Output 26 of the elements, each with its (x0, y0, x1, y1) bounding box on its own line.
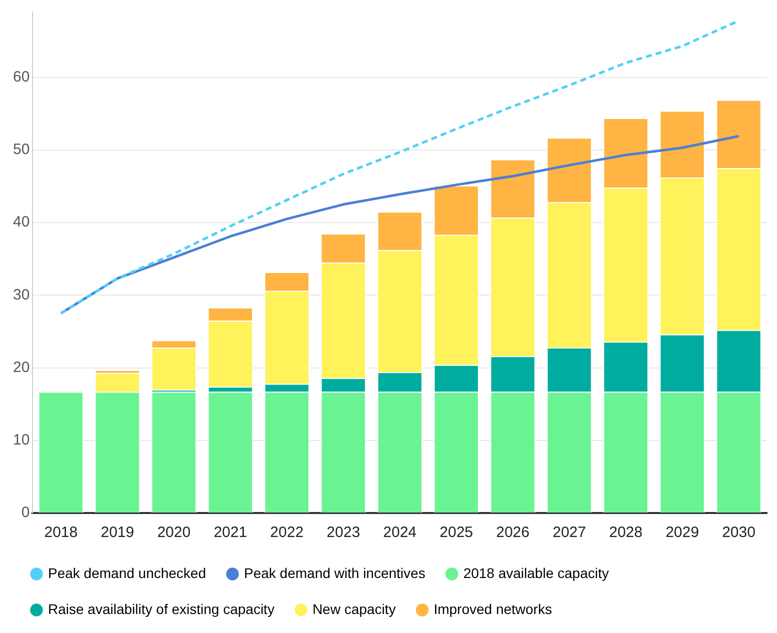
x-tick-label: 2024 (383, 524, 417, 542)
legend-label: New capacity (312, 600, 396, 617)
y-tick-label: 30 (12, 286, 30, 304)
y-tick-label: 40 (12, 214, 30, 231)
x-tick-label: 2018 (44, 524, 78, 542)
legend-label: Improved networks (434, 600, 552, 617)
x-tick-label: 2020 (157, 524, 191, 542)
x-tick-label: 2022 (270, 524, 304, 542)
legend-label: 2018 available capacity (463, 564, 609, 581)
x-tick-label: 2028 (609, 524, 642, 542)
x-tick-label: 2026 (496, 524, 530, 542)
x-tick-label: 2029 (666, 524, 699, 542)
y-tick-label: 20 (12, 358, 30, 376)
x-tick-label: 2027 (552, 524, 586, 542)
x-tick-label: 2030 (722, 524, 756, 542)
y-tick-label: 0 (21, 504, 30, 522)
x-tick-label: 2021 (214, 524, 248, 542)
x-tick-label: 2025 (440, 524, 474, 542)
x-tick-label: 2019 (100, 524, 134, 542)
legend-label: Peak demand with incentives (244, 564, 426, 581)
legend-label: Peak demand unchecked (48, 564, 206, 581)
y-tick-label: 60 (12, 68, 30, 86)
y-tick-label: 10 (12, 432, 30, 449)
legend-label: Raise availability of existing capacity (48, 600, 274, 617)
x-tick-label: 2023 (326, 524, 360, 542)
y-tick-label: 50 (12, 141, 30, 158)
